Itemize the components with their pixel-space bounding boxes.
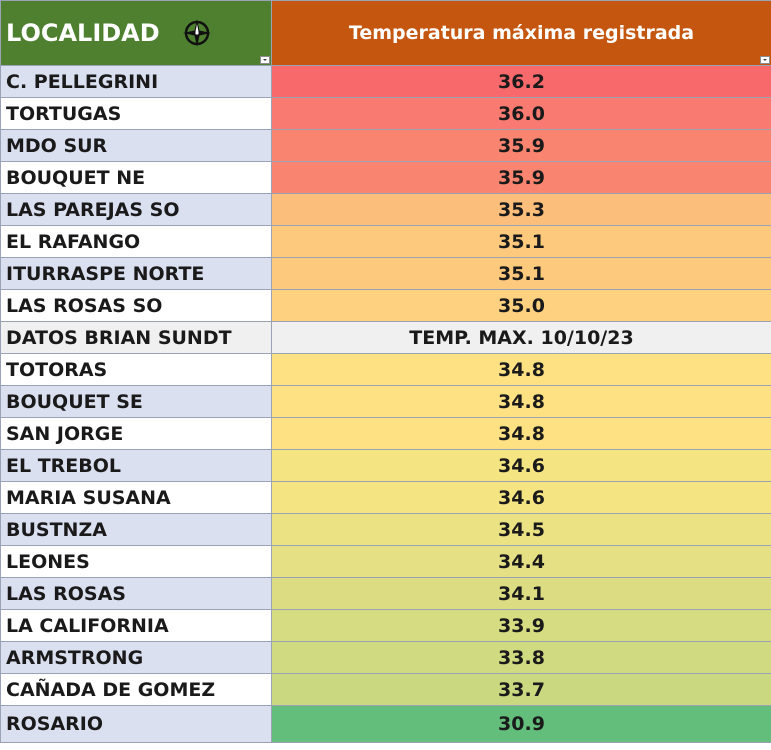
table-row: SAN JORGE 34.8: [0, 417, 771, 450]
locality-cell[interactable]: ITURRASPE NORTE: [0, 257, 272, 290]
locality-header-label: LOCALIDAD: [6, 19, 160, 47]
locality-cell[interactable]: TOTORAS: [0, 353, 272, 386]
locality-cell[interactable]: EL TREBOL: [0, 449, 272, 482]
temperature-cell[interactable]: 35.3: [271, 193, 771, 226]
locality-cell[interactable]: EL RAFANGO: [0, 225, 272, 258]
note-value-cell[interactable]: TEMP. MAX. 10/10/23: [271, 321, 771, 354]
temperature-cell[interactable]: 33.7: [271, 673, 771, 706]
temperature-cell[interactable]: 33.9: [271, 609, 771, 642]
temperature-cell[interactable]: 35.0: [271, 289, 771, 322]
temperature-cell[interactable]: 36.0: [271, 97, 771, 130]
temperature-cell[interactable]: 36.2: [271, 65, 771, 98]
locality-cell[interactable]: LAS PAREJAS SO: [0, 193, 272, 226]
locality-cell[interactable]: ARMSTRONG: [0, 641, 272, 674]
table-row: TORTUGAS 36.0: [0, 97, 771, 130]
table-row: BOUQUET NE 35.9: [0, 161, 771, 194]
header-row: LOCALIDAD: [0, 0, 771, 66]
locality-cell[interactable]: BUSTNZA: [0, 513, 272, 546]
table-row: LAS PAREJAS SO 35.3: [0, 193, 771, 226]
temperature-cell[interactable]: 35.1: [271, 225, 771, 258]
locality-cell[interactable]: C. PELLEGRINI: [0, 65, 272, 98]
table-row: EL TREBOL 34.6: [0, 449, 771, 482]
temperature-cell[interactable]: 35.9: [271, 161, 771, 194]
temperature-cell[interactable]: 34.8: [271, 385, 771, 418]
note-row: DATOS BRIAN SUNDT TEMP. MAX. 10/10/23: [0, 321, 771, 354]
locality-cell[interactable]: TORTUGAS: [0, 97, 272, 130]
table-row: LAS ROSAS SO 35.0: [0, 289, 771, 322]
temperature-cell[interactable]: 34.8: [271, 417, 771, 450]
temperature-cell[interactable]: 35.1: [271, 257, 771, 290]
locality-cell[interactable]: ROSARIO: [0, 705, 272, 743]
locality-cell[interactable]: LA CALIFORNIA: [0, 609, 272, 642]
locality-cell[interactable]: SAN JORGE: [0, 417, 272, 450]
table-row: EL RAFANGO 35.1: [0, 225, 771, 258]
locality-cell[interactable]: LAS ROSAS: [0, 577, 272, 610]
table-row: LA CALIFORNIA 33.9: [0, 609, 771, 642]
table-row: ROSARIO 30.9: [0, 705, 771, 743]
table-row: MARIA SUSANA 34.6: [0, 481, 771, 514]
table-row: ITURRASPE NORTE 35.1: [0, 257, 771, 290]
table-row: LEONES 34.4: [0, 545, 771, 578]
table-row: LAS ROSAS 34.1: [0, 577, 771, 610]
locality-cell[interactable]: BOUQUET SE: [0, 385, 272, 418]
table-row: BUSTNZA 34.5: [0, 513, 771, 546]
locality-cell[interactable]: BOUQUET NE: [0, 161, 272, 194]
locality-cell[interactable]: MDO SUR: [0, 129, 272, 162]
table-row: ARMSTRONG 33.8: [0, 641, 771, 674]
temperature-cell[interactable]: 34.6: [271, 481, 771, 514]
table-row: TOTORAS 34.8: [0, 353, 771, 386]
temperature-cell[interactable]: 34.1: [271, 577, 771, 610]
table-row: MDO SUR 35.9: [0, 129, 771, 162]
temperature-cell[interactable]: 34.5: [271, 513, 771, 546]
locality-cell[interactable]: CAÑADA DE GOMEZ: [0, 673, 272, 706]
temperature-cell[interactable]: 34.8: [271, 353, 771, 386]
table-row: C. PELLEGRINI 36.2: [0, 65, 771, 98]
locality-cell[interactable]: LEONES: [0, 545, 272, 578]
locality-cell[interactable]: LAS ROSAS SO: [0, 289, 272, 322]
temperature-cell[interactable]: 33.8: [271, 641, 771, 674]
locality-header: LOCALIDAD: [0, 0, 272, 66]
temperature-header-label: Temperatura máxima registrada: [348, 22, 695, 44]
temperature-cell[interactable]: 35.9: [271, 129, 771, 162]
compass-rose-icon: [182, 18, 212, 48]
temperature-header: Temperatura máxima registrada: [271, 0, 771, 66]
temperature-cell[interactable]: 34.4: [271, 545, 771, 578]
filter-dropdown-icon[interactable]: [760, 56, 770, 64]
table-row: CAÑADA DE GOMEZ 33.7: [0, 673, 771, 706]
table-row: BOUQUET SE 34.8: [0, 385, 771, 418]
locality-cell[interactable]: DATOS BRIAN SUNDT: [0, 321, 272, 354]
filter-dropdown-icon[interactable]: [260, 56, 270, 64]
temperature-cell[interactable]: 34.6: [271, 449, 771, 482]
temperature-cell[interactable]: 30.9: [271, 705, 771, 743]
locality-cell[interactable]: MARIA SUSANA: [0, 481, 272, 514]
